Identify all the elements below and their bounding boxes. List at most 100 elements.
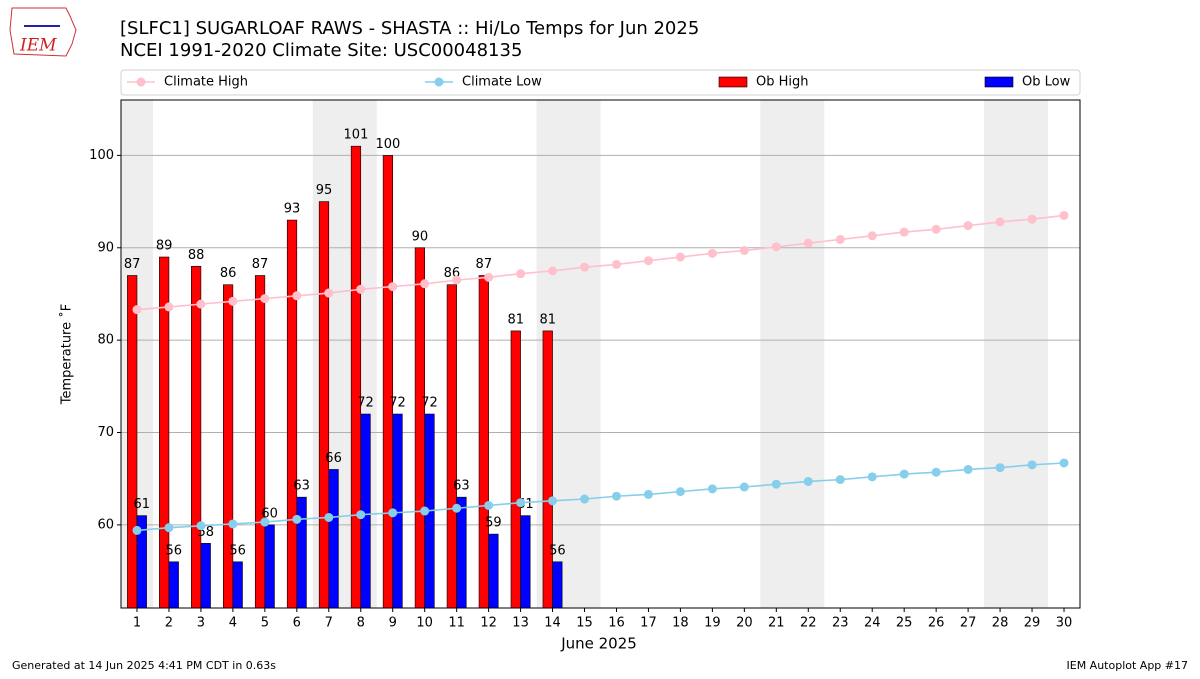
x-tick-label: 23	[832, 616, 849, 631]
x-tick-label: 1	[133, 616, 141, 631]
y-tick-label: 70	[97, 425, 114, 440]
bar-value-label: 72	[357, 396, 374, 411]
climate-point	[675, 487, 685, 497]
legend-label: Ob Low	[1022, 75, 1071, 90]
legend-label: Climate High	[164, 75, 248, 90]
x-axis-label: June 2025	[560, 635, 637, 653]
climate-point	[899, 469, 909, 479]
climate-point	[132, 525, 142, 535]
climate-point	[548, 496, 558, 506]
climate-point	[484, 272, 494, 282]
weekend-band	[568, 100, 601, 608]
x-tick-label: 28	[992, 616, 1009, 631]
climate-point	[164, 302, 174, 312]
climate-point	[995, 463, 1005, 473]
y-tick-label: 90	[97, 240, 114, 255]
plot-frame	[120, 99, 1081, 609]
climate-point	[803, 238, 813, 248]
climate-point	[963, 464, 973, 474]
climate-point	[1059, 210, 1069, 220]
climate-point	[324, 512, 334, 522]
climate-line	[136, 214, 1065, 311]
bar	[222, 284, 234, 609]
legend-label: Climate Low	[462, 75, 542, 90]
x-tick-label: 30	[1056, 616, 1073, 631]
climate-point	[867, 231, 877, 241]
climate-point	[420, 279, 430, 289]
bar	[552, 561, 563, 609]
climate-point	[356, 510, 366, 520]
bar-value-label: 87	[476, 257, 493, 272]
x-tick-label: 14	[544, 616, 561, 631]
x-tick-label: 9	[389, 616, 397, 631]
bar	[191, 265, 202, 609]
climate-point	[452, 503, 462, 513]
bar	[168, 561, 179, 609]
footer-right: IEM Autoplot App #17	[1067, 659, 1189, 672]
bar	[478, 275, 489, 609]
legend-patch	[984, 76, 1014, 88]
bar	[200, 543, 211, 609]
climate-point	[228, 296, 238, 306]
climate-point	[771, 242, 781, 252]
bar-value-label: 59	[485, 516, 502, 531]
climate-point	[452, 275, 462, 285]
climate-point	[388, 282, 398, 292]
climate-point	[611, 259, 621, 269]
bar-value-label: 63	[293, 479, 310, 494]
bar	[328, 469, 339, 609]
bar-value-label: 56	[229, 543, 246, 558]
bar	[296, 496, 307, 609]
bar-value-label: 101	[344, 128, 369, 143]
climate-point	[835, 475, 845, 485]
bar-value-label: 66	[325, 451, 342, 466]
climate-point	[643, 489, 653, 499]
climate-point	[867, 472, 877, 482]
climate-point	[484, 500, 494, 510]
x-tick-label: 6	[293, 616, 301, 631]
x-tick-label: 25	[896, 616, 913, 631]
climate-point	[675, 252, 685, 262]
climate-point	[388, 508, 398, 518]
logo-text: IEM	[19, 36, 57, 56]
climate-point	[611, 491, 621, 501]
bar	[488, 533, 499, 609]
x-tick-label: 29	[1024, 616, 1041, 631]
climate-point	[899, 227, 909, 237]
weekend-band	[984, 100, 1017, 608]
x-tick-label: 10	[416, 616, 433, 631]
climate-point	[132, 305, 142, 315]
climate-line	[136, 462, 1065, 532]
climate-point	[260, 294, 270, 304]
bar	[232, 561, 243, 609]
legend-marker	[434, 77, 444, 87]
bar	[350, 145, 362, 609]
climate-point	[292, 514, 302, 524]
bar-value-label: 81	[508, 312, 525, 327]
climate-point	[516, 498, 526, 508]
bar-value-label: 93	[284, 202, 301, 217]
bar	[510, 330, 521, 609]
legend-label: Ob High	[756, 75, 809, 90]
weekend-band	[1016, 100, 1049, 608]
x-tick-label: 5	[261, 616, 269, 631]
x-tick-label: 27	[960, 616, 977, 631]
x-tick-label: 8	[357, 616, 365, 631]
climate-point	[1059, 458, 1069, 468]
x-tick-label: 22	[800, 616, 817, 631]
footer-left: Generated at 14 Jun 2025 4:41 PM CDT in …	[12, 659, 276, 672]
bar-value-label: 87	[252, 257, 269, 272]
climate-point	[228, 519, 238, 529]
legend-marker	[136, 77, 146, 87]
y-tick-label: 60	[97, 517, 114, 532]
climate-point	[1027, 214, 1037, 224]
bar-value-label: 100	[376, 137, 401, 152]
climate-point	[931, 467, 941, 477]
bar-value-label: 89	[156, 239, 173, 254]
climate-point	[995, 217, 1005, 227]
x-tick-label: 15	[576, 616, 593, 631]
x-tick-label: 19	[704, 616, 721, 631]
climate-point	[739, 246, 749, 256]
x-tick-label: 26	[928, 616, 945, 631]
